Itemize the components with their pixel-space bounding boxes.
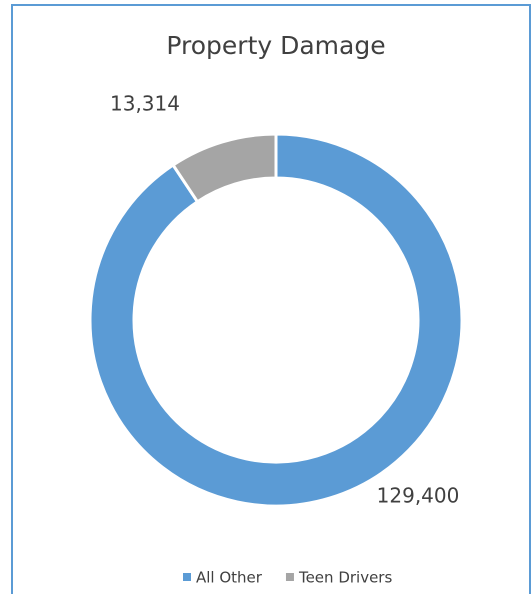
donut-segment	[171, 132, 278, 204]
donut-segment	[88, 132, 464, 508]
legend-swatch	[183, 573, 191, 581]
legend-swatch	[285, 573, 294, 581]
data-label: 13,314	[110, 92, 180, 116]
legend-label: All Other	[196, 569, 263, 587]
chart-title: Property Damage	[166, 31, 385, 60]
data-label: 129,400	[377, 484, 460, 508]
legend-label: Teen Drivers	[298, 569, 393, 587]
